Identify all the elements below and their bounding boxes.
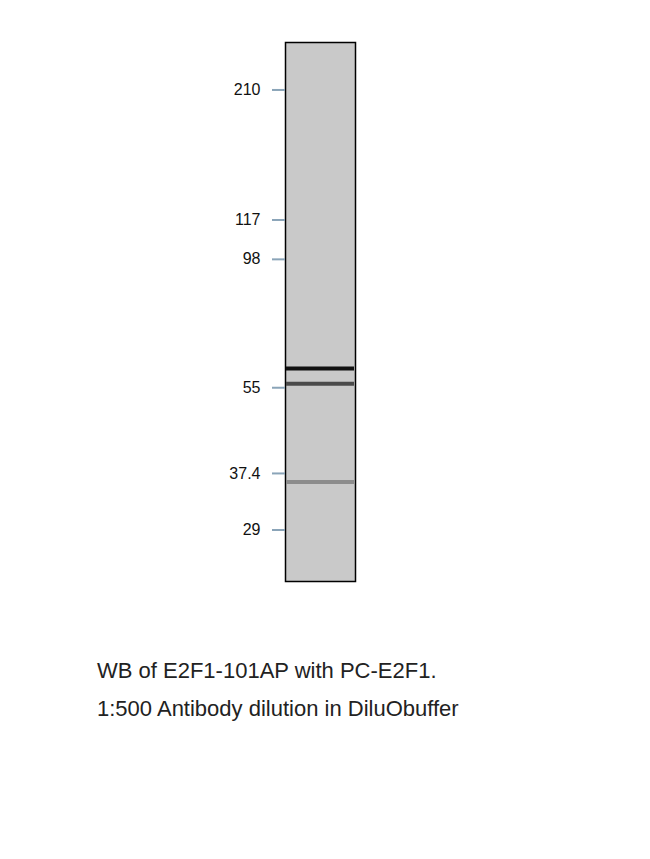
svg-text:37.4: 37.4 bbox=[229, 465, 260, 482]
svg-text:117: 117 bbox=[235, 211, 261, 228]
svg-text:98: 98 bbox=[243, 250, 261, 267]
html-text:WB of E2F1-101AP with PC-E2F1.: WB of E2F1-101AP with PC-E2F1. bbox=[97, 658, 437, 683]
svg-text:29: 29 bbox=[243, 521, 261, 538]
html-text:1:500 Antibody dilution in Dil: 1:500 Antibody dilution in DiluObuffer bbox=[97, 696, 459, 721]
svg-text:210: 210 bbox=[234, 81, 261, 98]
svg-text:55: 55 bbox=[243, 379, 261, 396]
